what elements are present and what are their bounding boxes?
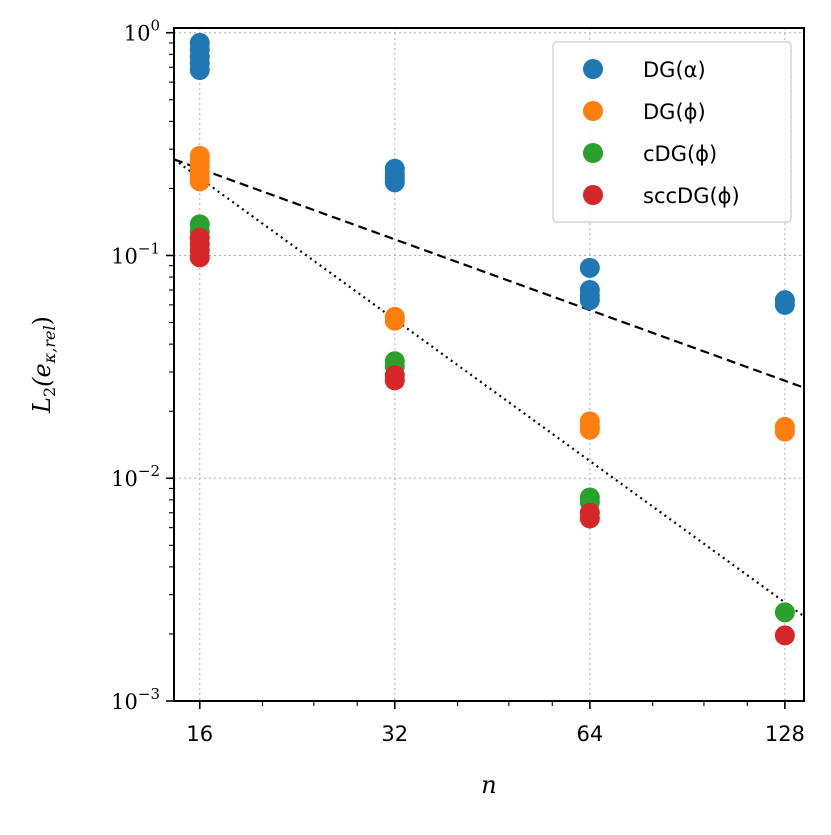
data-point	[774, 421, 795, 442]
legend: DG(α) DG(ϕ) cDG(ϕ) sccDG(ϕ)	[552, 41, 792, 223]
y-tick-label: 10−1	[111, 239, 160, 268]
data-point	[384, 310, 405, 331]
y-tick-label-exponent: 0	[150, 17, 160, 35]
data-point	[189, 247, 210, 268]
data-point	[384, 370, 405, 391]
y-tick-label-base: 10	[111, 690, 138, 714]
legend-label: DG(ϕ)	[643, 100, 706, 124]
data-point	[579, 508, 600, 529]
y-tick-label-base: 10	[124, 22, 151, 46]
y-tick-label-exponent: −3	[138, 685, 160, 703]
y-axis-label-subscript: 2	[40, 387, 59, 397]
data-point	[189, 60, 210, 81]
y-tick-label: 10−2	[111, 462, 160, 491]
x-axis-label: n	[481, 771, 496, 799]
y-axis-label: L2(eκ,rel)	[28, 316, 59, 414]
data-point	[579, 419, 600, 440]
legend-box	[552, 41, 792, 223]
x-tick-label: 64	[576, 722, 603, 746]
x-tick-label: 128	[765, 722, 805, 746]
y-axis-label-argument: (e	[28, 363, 56, 387]
y-tick-label: 100	[124, 17, 160, 46]
legend-label: sccDG(ϕ)	[643, 184, 740, 208]
x-tick-label: 32	[381, 722, 408, 746]
legend-marker	[583, 101, 603, 121]
series-3-points	[189, 227, 795, 646]
legend-marker	[583, 185, 603, 205]
data-point	[189, 171, 210, 192]
y-tick-label-base: 10	[111, 467, 138, 491]
y-axis-label-close: )	[28, 316, 56, 325]
legend-item: DG(ϕ)	[583, 100, 706, 124]
y-tick-label-base: 10	[111, 244, 138, 268]
y-axis-label-argument-subscript: κ,rel	[40, 325, 59, 364]
data-point	[774, 602, 795, 623]
reference-lines	[173, 158, 805, 618]
x-tick-labels: 16 32 64 128	[186, 722, 805, 746]
data-point	[384, 172, 405, 193]
data-point	[579, 257, 600, 278]
data-points	[189, 32, 795, 646]
major-tick-marks	[166, 31, 786, 709]
x-tick-label: 16	[186, 722, 213, 746]
legend-item: DG(α)	[583, 58, 706, 82]
legend-label: DG(α)	[643, 58, 706, 82]
series-1-points	[189, 145, 795, 442]
legend-label: cDG(ϕ)	[643, 142, 717, 166]
plot-area-frame	[173, 27, 805, 702]
legend-marker	[583, 59, 603, 79]
dotted-reference-line	[173, 158, 805, 618]
y-axis-label-base: L	[28, 397, 56, 414]
legend-marker	[583, 143, 603, 163]
y-tick-label-exponent: −2	[138, 462, 160, 480]
series-0-points	[189, 32, 795, 315]
y-tick-label: 10−3	[111, 685, 160, 714]
y-tick-label-exponent: −1	[138, 239, 160, 257]
legend-item: sccDG(ϕ)	[583, 184, 740, 208]
data-point	[774, 625, 795, 646]
data-point	[774, 294, 795, 315]
legend-item: cDG(ϕ)	[583, 142, 717, 166]
data-point	[579, 290, 600, 311]
